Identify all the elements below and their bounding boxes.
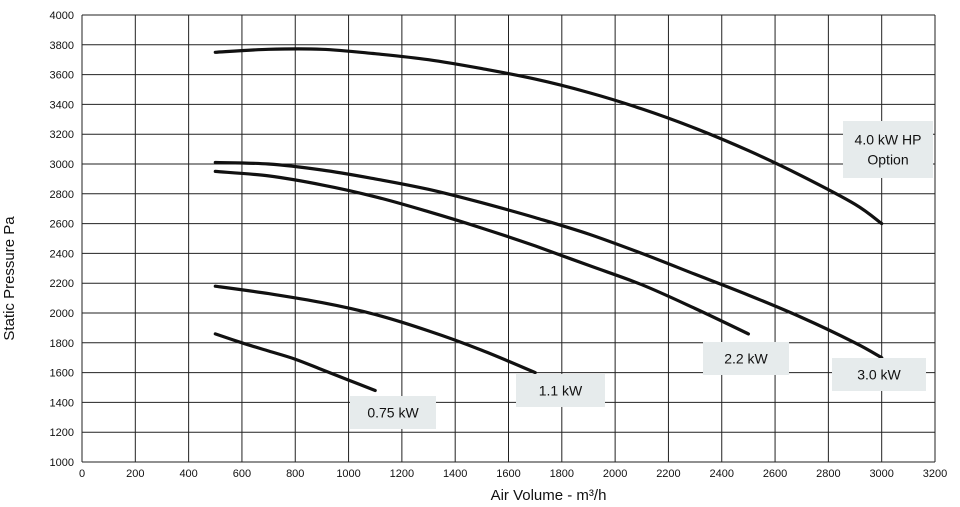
y-tick-label: 3800: [50, 40, 74, 52]
curve-1-1-kw: [213, 284, 537, 375]
x-tick-label: 400: [179, 468, 197, 480]
x-tick-label: 1000: [336, 468, 360, 480]
x-tick-label: 2200: [656, 468, 680, 480]
y-axis-ticks: 1000 1200 1400 1600 1800 2000 2200 2400 2600 2800…: [50, 10, 74, 469]
curve-label-text: 2.2 kW: [724, 351, 768, 367]
y-tick-label: 1600: [50, 368, 74, 380]
x-tick-label: 1400: [443, 468, 467, 480]
curve-2-2-kw: [213, 169, 750, 336]
curve-label: 1.1 kW: [516, 374, 605, 407]
y-tick-label: 1200: [50, 427, 74, 439]
x-tick-label: 1600: [496, 468, 520, 480]
x-axis-title: Air Volume - m³/h: [491, 487, 607, 504]
y-tick-label: 2000: [50, 308, 74, 320]
x-tick-label: 1200: [390, 468, 414, 480]
y-tick-label: 1000: [50, 457, 74, 469]
x-tick-label: 3000: [869, 468, 893, 480]
curve-label: 2.2 kW: [703, 342, 789, 375]
curve-label-text: 0.75 kW: [367, 405, 419, 421]
x-tick-label: 1800: [550, 468, 574, 480]
x-tick-label: 800: [286, 468, 304, 480]
y-tick-label: 2600: [50, 219, 74, 231]
y-tick-label: 1800: [50, 338, 74, 350]
y-tick-label: 3200: [50, 129, 74, 141]
y-tick-label: 2200: [50, 278, 74, 290]
y-tick-label: 2800: [50, 189, 74, 201]
curve-label: 4.0 kW HP Option: [843, 121, 933, 178]
curve-label-text: 3.0 kW: [857, 367, 901, 383]
curve-label-text: Option: [867, 152, 908, 168]
curve-label-box: [703, 342, 789, 375]
y-tick-label: 3400: [50, 99, 74, 111]
curve-label: 3.0 kW: [832, 358, 926, 391]
curve-label-box: [832, 358, 926, 391]
x-tick-label: 0: [79, 468, 85, 480]
x-axis-ticks: 0 200 400 600 800 1000 1200 1400 1600 1800 2000 220…: [79, 468, 947, 480]
x-tick-label: 3200: [923, 468, 947, 480]
curve-0-75-kw: [213, 332, 377, 393]
x-tick-label: 600: [233, 468, 251, 480]
x-tick-label: 2400: [710, 468, 734, 480]
y-tick-label: 4000: [50, 10, 74, 22]
curve-label-box: [350, 396, 436, 429]
curve-label-box: [516, 374, 605, 407]
y-tick-label: 1400: [50, 397, 74, 409]
x-tick-label: 2800: [816, 468, 840, 480]
curve-3-0-kw: [213, 160, 884, 360]
curve-label-text: 4.0 kW HP: [855, 132, 922, 148]
curve-4-0-kw-hp-option: [213, 47, 884, 226]
curve-labels: 0.75 kW 1.1 kW 2.2 kW 3.0 kW 4.0 kW HP Option: [350, 121, 933, 429]
x-tick-label: 2000: [603, 468, 627, 480]
curve-label: 0.75 kW: [350, 396, 436, 429]
y-tick-label: 2400: [50, 248, 74, 260]
curve-label-text: 1.1 kW: [539, 383, 583, 399]
y-axis-title: Static Pressure Pa: [1, 216, 18, 341]
x-tick-label: 2600: [763, 468, 787, 480]
y-tick-label: 3600: [50, 70, 74, 82]
x-tick-label: 200: [126, 468, 144, 480]
y-tick-label: 3000: [50, 159, 74, 171]
chart-curves: [213, 47, 884, 393]
curve-label-box: [843, 121, 933, 178]
